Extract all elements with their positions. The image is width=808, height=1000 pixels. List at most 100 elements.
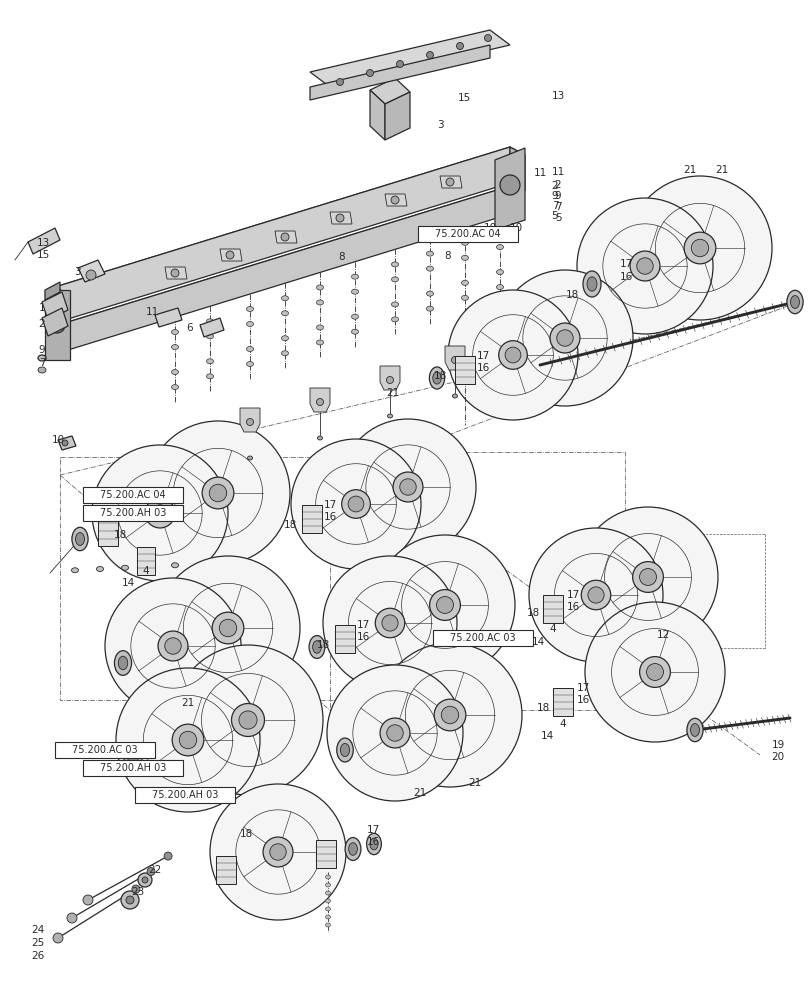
Ellipse shape: [496, 270, 503, 275]
Circle shape: [105, 578, 241, 714]
Ellipse shape: [313, 641, 322, 653]
Bar: [55, 742, 155, 758]
Circle shape: [646, 664, 663, 680]
Polygon shape: [370, 90, 385, 140]
Circle shape: [427, 51, 434, 58]
Polygon shape: [275, 231, 297, 243]
Bar: [316, 840, 335, 868]
Polygon shape: [440, 176, 462, 188]
Ellipse shape: [351, 274, 359, 279]
Circle shape: [246, 418, 254, 426]
Circle shape: [145, 498, 175, 528]
Ellipse shape: [247, 456, 252, 460]
Circle shape: [499, 341, 528, 369]
Circle shape: [53, 933, 63, 943]
Text: 23: 23: [132, 887, 145, 897]
Text: 18: 18: [537, 703, 549, 713]
Polygon shape: [55, 287, 70, 331]
Ellipse shape: [687, 718, 703, 742]
Ellipse shape: [207, 359, 213, 364]
Circle shape: [393, 472, 423, 502]
Circle shape: [62, 440, 68, 446]
Circle shape: [387, 725, 403, 741]
Text: 16: 16: [576, 695, 590, 705]
Ellipse shape: [246, 347, 254, 352]
Circle shape: [550, 323, 580, 353]
Ellipse shape: [317, 285, 323, 290]
Ellipse shape: [128, 753, 138, 767]
Ellipse shape: [118, 656, 128, 670]
Ellipse shape: [146, 564, 154, 569]
Circle shape: [505, 347, 521, 363]
Circle shape: [397, 60, 403, 68]
Circle shape: [209, 484, 227, 502]
Ellipse shape: [433, 372, 441, 384]
Circle shape: [172, 724, 204, 756]
Ellipse shape: [461, 280, 469, 285]
Circle shape: [497, 270, 633, 406]
Ellipse shape: [351, 289, 359, 294]
Text: 12: 12: [656, 630, 670, 640]
Bar: [418, 226, 518, 242]
Bar: [553, 688, 573, 716]
Circle shape: [628, 176, 772, 320]
Text: 21: 21: [684, 165, 696, 175]
Ellipse shape: [461, 255, 469, 260]
Circle shape: [640, 657, 671, 687]
Ellipse shape: [326, 923, 330, 927]
Bar: [433, 630, 533, 646]
Circle shape: [639, 569, 656, 585]
Bar: [455, 356, 475, 384]
Ellipse shape: [392, 302, 398, 307]
Circle shape: [446, 178, 454, 186]
Circle shape: [637, 258, 653, 274]
Text: 16: 16: [566, 602, 579, 612]
Text: 21: 21: [181, 698, 195, 708]
Polygon shape: [240, 408, 260, 432]
Ellipse shape: [246, 306, 254, 312]
Bar: [83, 760, 183, 776]
Ellipse shape: [317, 340, 323, 345]
Circle shape: [382, 615, 398, 631]
Ellipse shape: [427, 306, 434, 311]
Ellipse shape: [281, 296, 288, 301]
Circle shape: [171, 269, 179, 277]
Ellipse shape: [337, 738, 353, 762]
Circle shape: [367, 70, 373, 77]
Text: 11: 11: [551, 167, 565, 177]
Polygon shape: [310, 45, 490, 100]
Text: 18: 18: [566, 290, 579, 300]
Ellipse shape: [348, 843, 357, 855]
Circle shape: [581, 580, 611, 610]
Text: 3: 3: [74, 267, 80, 277]
Text: 15: 15: [457, 93, 470, 103]
Ellipse shape: [326, 891, 330, 895]
Ellipse shape: [72, 527, 88, 551]
Text: 75.200.AH 03: 75.200.AH 03: [100, 763, 166, 773]
Circle shape: [375, 608, 405, 638]
Text: 11: 11: [145, 307, 158, 317]
Circle shape: [434, 699, 466, 731]
Ellipse shape: [281, 351, 288, 356]
Circle shape: [281, 233, 289, 241]
Ellipse shape: [370, 838, 378, 850]
Text: 75.200.AC 03: 75.200.AC 03: [72, 745, 138, 755]
Bar: [543, 595, 563, 623]
Circle shape: [457, 42, 464, 49]
Text: 17: 17: [477, 351, 490, 361]
Ellipse shape: [345, 838, 361, 860]
Polygon shape: [385, 92, 410, 140]
Ellipse shape: [587, 277, 597, 291]
Polygon shape: [78, 260, 105, 282]
Ellipse shape: [326, 899, 330, 903]
Ellipse shape: [317, 325, 323, 330]
Circle shape: [500, 175, 520, 195]
Ellipse shape: [326, 915, 330, 919]
Text: 17: 17: [366, 825, 380, 835]
Ellipse shape: [207, 319, 213, 324]
Circle shape: [386, 376, 393, 383]
Text: 3: 3: [436, 120, 444, 130]
Bar: [217, 856, 236, 884]
Ellipse shape: [281, 311, 288, 316]
Circle shape: [323, 556, 457, 690]
